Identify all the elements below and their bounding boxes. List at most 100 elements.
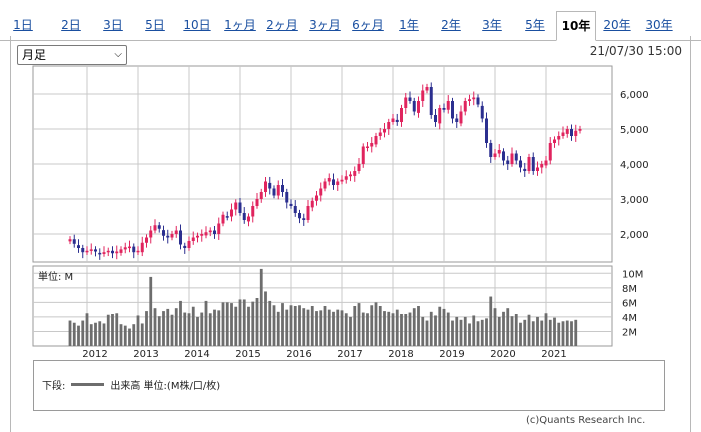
volume-bar [221,302,225,346]
candle-body [81,248,85,253]
candle-body [149,230,153,238]
year-label: 2016 [286,349,311,360]
candle-body [123,247,127,250]
year-label: 2012 [82,349,107,360]
volume-bar [425,320,429,346]
tab-12[interactable]: 3年 [482,18,502,32]
volume-bar [548,319,552,346]
tab-5[interactable]: 10日 [183,18,211,32]
volume-bar [306,309,310,346]
price-tick-label: 6,000 [620,90,649,101]
volume-bar [157,316,161,346]
volume-bar [128,328,131,346]
candle-body [136,250,140,253]
tab-9[interactable]: 6ヶ月 [352,18,384,32]
tab-16[interactable]: 30年 [645,18,673,32]
tab-2[interactable]: 2日 [61,18,81,32]
volume-bar [310,306,314,346]
volume-bar [217,310,221,346]
volume-tick-label: 2M [622,327,637,338]
candle-body [217,223,221,234]
volume-bar [404,314,408,346]
candle-body [157,225,161,229]
tab-8[interactable]: 3ヶ月 [309,18,341,32]
volume-bar [442,308,446,346]
candle-body [502,151,505,161]
tab-3[interactable]: 3日 [103,18,123,32]
volume-bar [200,312,204,346]
candle-body [344,176,348,180]
candle-body [327,178,331,182]
candle-body [514,153,518,161]
legend-row: 下段: 出来高 単位:(M株/口/枚) [42,377,220,392]
volume-bar [298,305,301,346]
volume-bar [230,303,233,346]
candle-body [310,200,314,208]
volume-bar [264,291,267,346]
volume-bar [315,311,318,346]
candle-body [366,146,369,148]
tab-6[interactable]: 1ヶ月 [224,18,256,32]
candle-body [174,230,178,234]
candle-body [221,214,225,224]
candle-body [519,160,522,168]
volume-bar [302,308,306,346]
candle-body [455,118,459,122]
tab-1[interactable]: 1日 [13,18,33,32]
chevron-down-icon: ⌵ [114,49,122,60]
candle-body [272,188,276,196]
price-tick-label: 3,000 [620,195,649,206]
candle-body [553,139,556,143]
volume-bar [468,323,471,346]
volume-bar [536,316,539,346]
candle-body [536,167,539,171]
tab-4[interactable]: 5日 [145,18,165,32]
legend-line-icon [71,383,105,386]
year-label: 2020 [490,349,515,360]
candle-body [574,130,578,136]
candle-body [527,157,531,171]
volume-bar [557,322,561,346]
candle-body [289,203,293,206]
tab-13[interactable]: 5年 [525,18,545,32]
candle-body [153,225,157,231]
tab-7[interactable]: 2ヶ月 [266,18,298,32]
volume-bar [523,319,527,346]
volume-bar [553,317,556,346]
volume-bar [255,298,259,346]
candle-body [293,206,297,213]
volume-bar [89,324,93,346]
volume-bar [153,308,157,346]
candle-body [89,249,93,251]
tab-11[interactable]: 2年 [441,18,461,32]
volume-bar [336,309,340,346]
volume-bar [574,319,578,346]
volume-bar [395,309,399,346]
volume-bar [170,314,174,346]
candle-period-select[interactable]: 月足 ⌵ [17,45,127,65]
volume-bar [514,314,518,346]
volume-bar [145,311,148,346]
volume-bar [340,310,344,346]
copyright-text: (c)Quants Research Inc. [526,415,646,426]
tab-14[interactable]: 10年 [556,11,596,41]
candle-body [523,168,527,171]
tab-15[interactable]: 20年 [603,18,631,32]
volume-bar [531,321,535,346]
price-tick-label: 4,000 [620,160,649,171]
tab-10[interactable]: 1年 [399,18,419,32]
year-label: 2013 [133,349,158,360]
volume-bar [451,320,454,346]
candle-body [319,188,323,196]
year-label: 2018 [388,349,413,360]
volume-bar [106,314,110,346]
candle-body [374,136,378,145]
volume-bar [485,318,488,346]
candle-body [162,230,165,236]
volume-bar [527,314,531,346]
year-label: 2019 [439,349,464,360]
volume-bar [149,276,153,346]
candle-body [102,252,106,254]
volume-bar [378,306,382,346]
volume-bar [247,306,250,346]
